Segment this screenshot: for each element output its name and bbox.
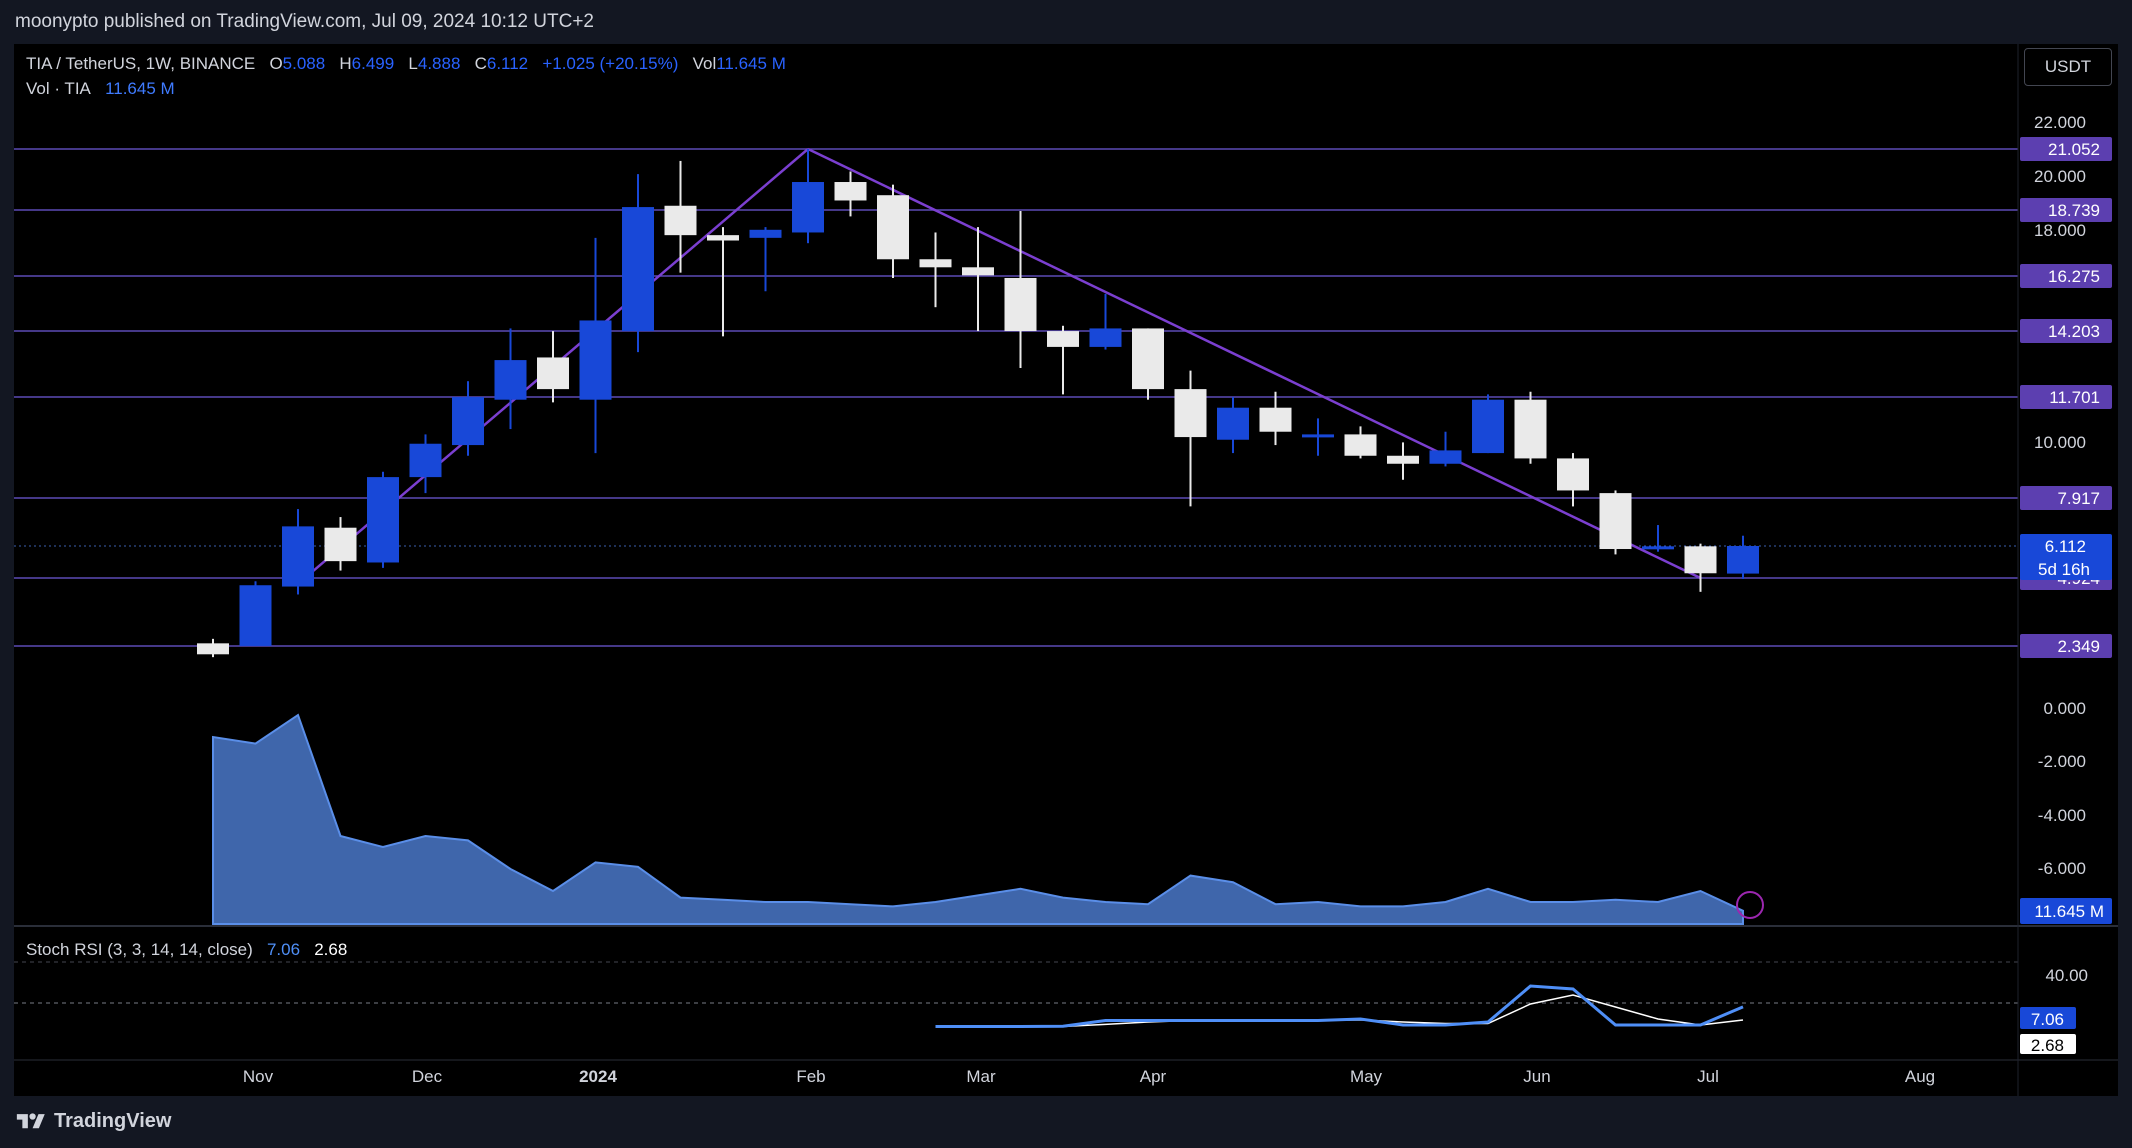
publisher-bar: moonypto published on TradingView.com, J… xyxy=(0,0,2132,44)
vol-value: 11.645 M xyxy=(716,54,786,73)
stoch-d-value: 2.68 xyxy=(314,940,348,959)
publisher-line: moonypto published on TradingView.com, J… xyxy=(15,11,594,32)
symbol-label[interactable]: TIA / TetherUS, 1W, BINANCE xyxy=(26,54,256,73)
stoch-k-value: 7.06 xyxy=(266,940,301,959)
tradingview-logo[interactable]: TradingView xyxy=(14,1110,171,1133)
price-legend: TIA / TetherUS, 1W, BINANCE O5.088 H6.49… xyxy=(26,54,786,74)
close-value: 6.112 xyxy=(486,54,529,73)
chart-area[interactable] xyxy=(14,44,2118,1096)
close-label: C xyxy=(474,54,487,73)
volume-legend: Vol · TIA 11.645 M xyxy=(26,79,175,99)
tradingview-brand: TradingView xyxy=(54,1110,172,1132)
high-value: 6.499 xyxy=(351,54,395,73)
tradingview-logo-icon xyxy=(16,1112,45,1128)
low-label: L xyxy=(408,54,418,73)
stoch-legend: Stoch RSI (3, 3, 14, 14, close) 7.06 2.6… xyxy=(26,940,347,960)
footer-bar xyxy=(0,1096,2132,1148)
vol-label: Vol xyxy=(692,54,717,73)
high-label: H xyxy=(339,54,352,73)
change-value: +1.025 (+20.15%) xyxy=(542,54,679,73)
stoch-label[interactable]: Stoch RSI (3, 3, 14, 14, close) xyxy=(26,940,253,959)
volume-series-label[interactable]: Vol · TIA xyxy=(26,79,91,98)
low-value: 4.888 xyxy=(417,54,461,73)
currency-button[interactable]: USDT xyxy=(2024,48,2112,86)
volume-series-value: 11.645 M xyxy=(105,79,175,98)
open-value: 5.088 xyxy=(282,54,326,73)
open-label: O xyxy=(269,54,283,73)
